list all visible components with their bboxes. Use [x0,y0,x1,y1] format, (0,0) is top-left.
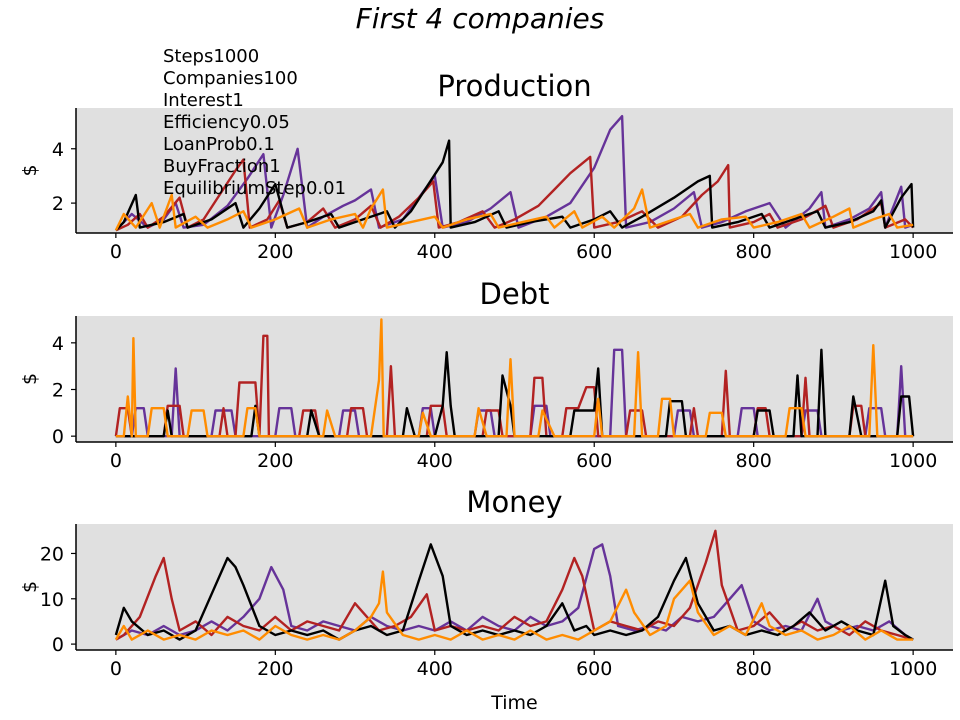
debt-y-axis-label: $ [19,373,41,385]
debt-y-tick-label: 2 [52,380,64,402]
money-orange-series-line [114,570,914,641]
money-x-tick-label: 1000 [889,658,937,680]
production-y-axis-label: $ [19,164,41,176]
money-x-tick-label: 200 [257,658,293,680]
production-panel: 0 200 400 600 800 1000 2 4 $ Production [19,69,953,263]
money-y-tick-label: 10 [40,589,64,611]
debt-x-tick-label: 600 [576,450,612,472]
money-x-tick-label: 800 [736,658,772,680]
money-black-series-line [114,543,914,641]
debt-title: Debt [480,277,550,311]
parameter-line: Steps1000 [163,46,259,67]
production-x-tick-label: 800 [736,241,772,263]
money-purple-series-line [115,543,914,641]
money-title: Money [466,485,562,519]
parameter-line: EquilibriumStep0.01 [163,178,346,199]
parameter-line: Interest1 [163,90,244,111]
parameter-line: Efficiency0.05 [163,112,290,133]
money-x-axis-label: Time [490,692,538,714]
production-x-tick-label: 400 [417,241,453,263]
money-red-series-line [115,529,914,641]
debt-y-tick-label: 0 [52,426,64,448]
production-x-tick-label: 1000 [889,241,937,263]
money-x-tick-label: 0 [110,658,122,680]
parameter-line: BuyFraction1 [163,156,281,177]
money-x-tick-label: 400 [417,658,453,680]
parameter-annotation: Steps1000Companies100Interest1Efficiency… [163,46,346,199]
production-orange-series-line [114,188,914,231]
production-x-tick-label: 600 [576,241,612,263]
production-y-tick-label: 4 [52,139,64,161]
debt-black-series-line [115,348,915,438]
money-y-tick-label: 20 [40,543,64,565]
parameter-line: LoanProb0.1 [163,134,275,155]
production-black-series-line [115,139,915,232]
production-purple-series-line [115,115,914,232]
debt-x-tick-label: 0 [110,450,122,472]
figure-suptitle: First 4 companies [356,2,605,35]
money-y-tick-label: 0 [52,634,64,656]
debt-x-tick-label: 200 [257,450,293,472]
production-x-tick-label: 200 [257,241,293,263]
production-y-tick-label: 2 [52,193,64,215]
money-panel: 0 200 400 600 800 1000 0 10 20 $ Money Time [19,485,953,714]
debt-orange-series-line [115,318,914,438]
production-red-series-line [115,155,914,232]
production-x-tick-label: 0 [110,241,122,263]
debt-y-tick-label: 4 [52,333,64,355]
money-x-tick-label: 600 [576,658,612,680]
debt-x-tick-label: 1000 [889,450,937,472]
parameter-line: Companies100 [163,68,298,89]
debt-x-tick-label: 800 [736,450,772,472]
debt-x-tick-label: 400 [417,450,453,472]
debt-panel: 0 200 400 600 800 1000 0 2 4 $ Debt [19,277,953,472]
production-title: Production [437,69,591,103]
money-y-axis-label: $ [19,581,41,593]
